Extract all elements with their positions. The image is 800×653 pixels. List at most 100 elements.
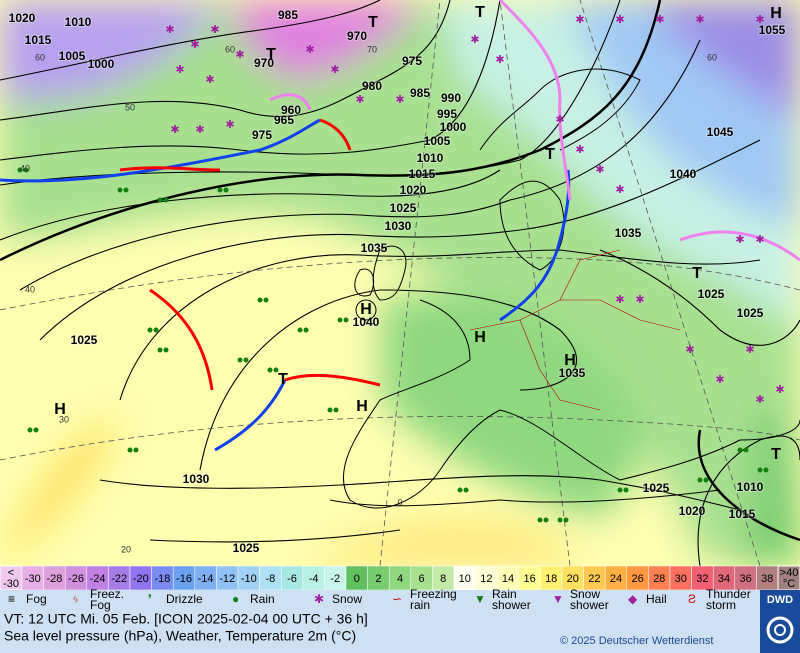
snow-symbol: ✱ bbox=[170, 124, 179, 136]
rain-symbol bbox=[333, 407, 339, 413]
legend-icon: ▼ bbox=[474, 592, 486, 606]
legend-label: Fog bbox=[90, 598, 111, 612]
snow-symbol: ✱ bbox=[555, 114, 564, 126]
pressure-label: 1020 bbox=[679, 504, 706, 518]
snow-symbol: ✱ bbox=[395, 94, 404, 106]
snow-symbol: ✱ bbox=[635, 294, 644, 306]
snow-symbol: ✱ bbox=[755, 234, 764, 246]
snow-symbol: ✱ bbox=[470, 34, 479, 46]
scale-label: 16 bbox=[523, 573, 535, 585]
legend-label: Snow bbox=[570, 587, 600, 601]
pressure-label: 1030 bbox=[385, 219, 412, 233]
pressure-center: H bbox=[360, 301, 372, 318]
snow-symbol: ✱ bbox=[225, 119, 234, 131]
snow-symbol: ✱ bbox=[305, 44, 314, 56]
snow-symbol: ✱ bbox=[210, 24, 219, 36]
scale-label: 34 bbox=[718, 573, 730, 585]
legend-label: shower bbox=[570, 598, 609, 612]
pressure-label: 1030 bbox=[183, 472, 210, 486]
scale-label: -20 bbox=[133, 573, 149, 585]
rain-symbol bbox=[563, 517, 569, 523]
rain-symbol bbox=[157, 197, 163, 203]
scale-label: -16 bbox=[176, 573, 192, 585]
pressure-label: 1035 bbox=[559, 366, 586, 380]
legend-label: Rain bbox=[492, 587, 517, 601]
rain-symbol bbox=[217, 187, 223, 193]
dwd-logo-mark bbox=[766, 616, 794, 644]
pressure-center: H bbox=[770, 5, 782, 22]
rain-symbol bbox=[697, 477, 703, 483]
snow-symbol: ✱ bbox=[495, 54, 504, 66]
pressure-label: 1010 bbox=[737, 480, 764, 494]
scale-label: 18 bbox=[545, 573, 557, 585]
rain-symbol bbox=[297, 327, 303, 333]
rain-symbol bbox=[157, 347, 163, 353]
legend-label: Snow bbox=[332, 592, 362, 606]
temperature-label: 60 bbox=[225, 44, 235, 54]
snow-symbol: ✱ bbox=[355, 94, 364, 106]
scale-label: -10 bbox=[241, 573, 257, 585]
pressure-label: 1040 bbox=[670, 167, 697, 181]
legend-icon: ● bbox=[232, 592, 239, 606]
legend-icon: ✱ bbox=[314, 592, 324, 606]
pressure-label: 970 bbox=[347, 29, 367, 43]
high-marker bbox=[355, 299, 377, 321]
pressure-center: H bbox=[54, 401, 66, 418]
scale-label: 24 bbox=[610, 573, 622, 585]
pressure-label: 1025 bbox=[390, 201, 417, 215]
snow-symbol: ✱ bbox=[655, 14, 664, 26]
scale-label: 2 bbox=[375, 573, 381, 585]
temperature-label: 60 bbox=[35, 52, 45, 62]
pressure-label: 1020 bbox=[400, 183, 427, 197]
scale-low-label: < bbox=[8, 567, 14, 579]
copyright: © 2025 Deutscher Wetterdienst bbox=[560, 635, 713, 647]
pressure-label: 1015 bbox=[25, 33, 52, 47]
rain-symbol bbox=[327, 407, 333, 413]
legend-icon: ❜ bbox=[148, 592, 152, 606]
dwd-logo-text: DWD bbox=[767, 594, 793, 606]
rain-symbol bbox=[147, 327, 153, 333]
pressure-label: 1010 bbox=[65, 15, 92, 29]
rain-symbol bbox=[543, 517, 549, 523]
legend-label: shower bbox=[492, 598, 531, 612]
snow-symbol: ✱ bbox=[615, 184, 624, 196]
snow-symbol: ✱ bbox=[615, 294, 624, 306]
scale-label: 32 bbox=[696, 573, 708, 585]
snow-symbol: ✱ bbox=[775, 384, 784, 396]
pressure-center: H bbox=[564, 352, 576, 369]
scale-label: 6 bbox=[419, 573, 425, 585]
pressure-label: 985 bbox=[410, 86, 430, 100]
rain-symbol bbox=[537, 517, 543, 523]
scale-label: 22 bbox=[588, 573, 600, 585]
legend-label: Drizzle bbox=[166, 592, 203, 606]
snow-symbol: ✱ bbox=[190, 39, 199, 51]
rain-symbol bbox=[17, 167, 23, 173]
pressure-label: 1055 bbox=[759, 23, 786, 37]
snow-symbol: ✱ bbox=[615, 14, 624, 26]
snow-symbol: ✱ bbox=[330, 64, 339, 76]
snow-symbol: ✱ bbox=[685, 344, 694, 356]
rain-symbol bbox=[617, 487, 623, 493]
snow-symbol: ✱ bbox=[575, 14, 584, 26]
temperature-label: 40 bbox=[25, 284, 35, 294]
legend-icon: ◆ bbox=[628, 592, 638, 606]
legend-icon: Ƨ bbox=[688, 592, 696, 606]
rain-symbol bbox=[763, 467, 769, 473]
pressure-center: T bbox=[278, 371, 288, 388]
pressure-center: T bbox=[692, 265, 702, 282]
rain-symbol bbox=[273, 367, 279, 373]
legend-icon: ▼ bbox=[552, 592, 564, 606]
rain-symbol bbox=[757, 467, 763, 473]
rain-symbol bbox=[337, 317, 343, 323]
temperature-label: 50 bbox=[125, 102, 135, 112]
rain-symbol bbox=[557, 517, 563, 523]
rain-symbol bbox=[223, 187, 229, 193]
snow-symbol: ✱ bbox=[205, 74, 214, 86]
legend-icon: ∽ bbox=[392, 592, 402, 606]
pressure-label: 995 bbox=[437, 107, 457, 121]
snow-symbol: ✱ bbox=[165, 24, 174, 36]
pressure-label: 975 bbox=[402, 54, 422, 68]
scale-label: 4 bbox=[397, 573, 403, 585]
rain-symbol bbox=[267, 367, 273, 373]
